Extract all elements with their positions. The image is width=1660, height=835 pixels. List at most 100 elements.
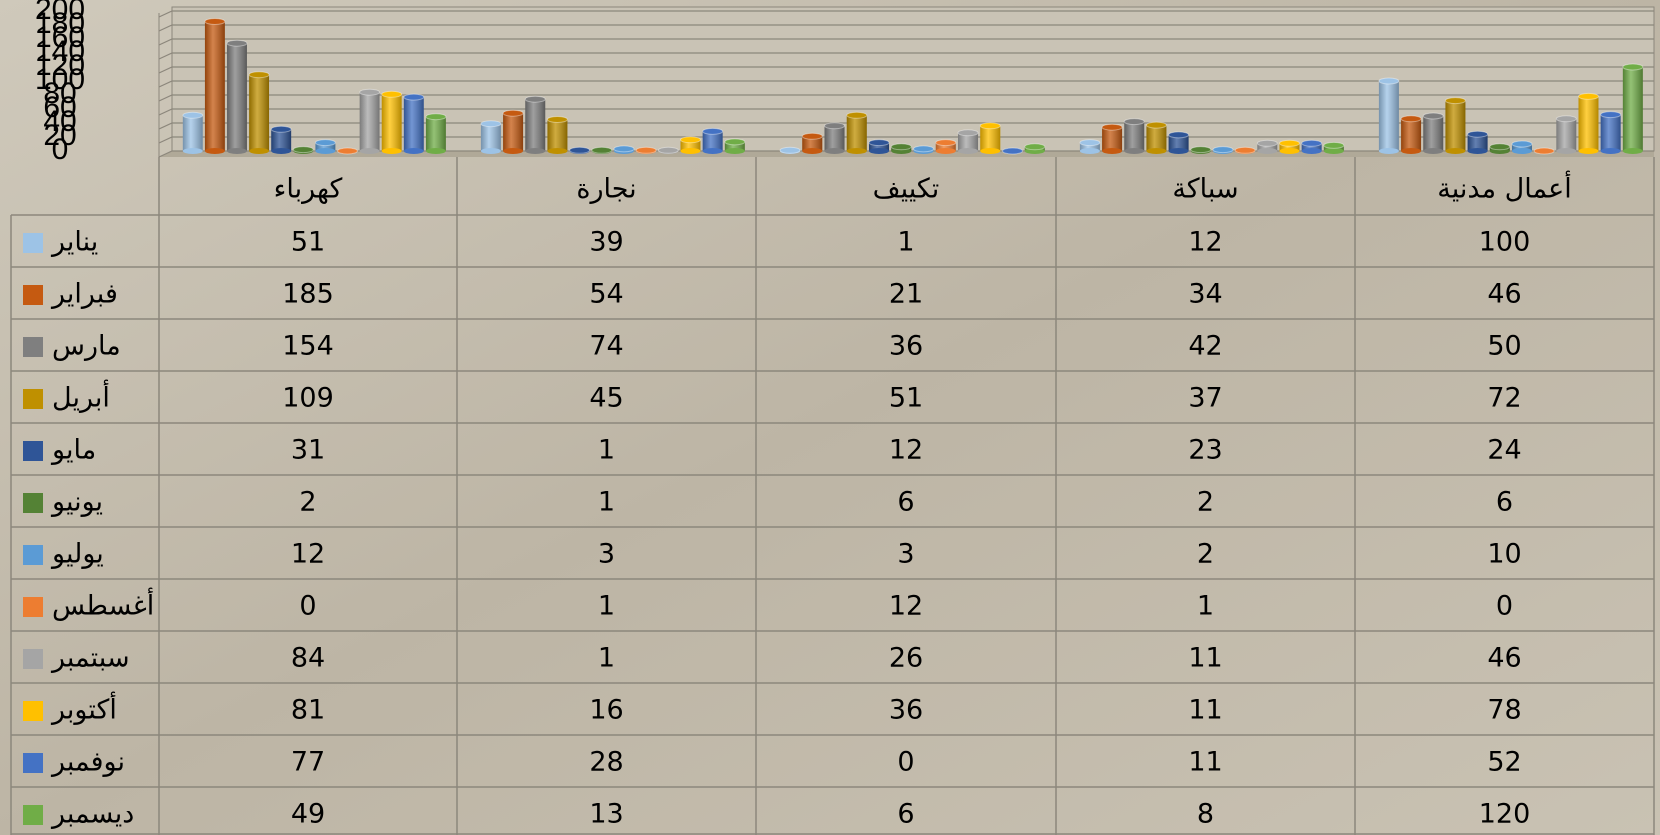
value-cell: 3 — [598, 539, 615, 570]
bar-cap — [979, 122, 1001, 130]
bar-shade — [182, 115, 203, 151]
bar-shade — [680, 139, 701, 151]
bar-cap — [1578, 92, 1599, 100]
value-cell: 1 — [598, 643, 615, 674]
y-tick-label: 120 — [35, 49, 85, 82]
value-cell: 109 — [282, 383, 334, 414]
value-cell: 46 — [1487, 279, 1521, 310]
bar-shade — [1445, 100, 1466, 151]
bar-cap — [846, 111, 868, 119]
bar-shade — [480, 123, 501, 151]
bar-base — [1079, 148, 1100, 154]
value-cell: 77 — [291, 747, 325, 778]
legend-label: فبراير — [50, 279, 118, 310]
bar-cap — [204, 18, 226, 25]
bar-cap — [359, 88, 381, 96]
bar-cap — [1323, 141, 1345, 149]
bar-cap — [635, 146, 657, 154]
bar-base — [315, 148, 336, 154]
bar-cap — [1101, 123, 1123, 131]
legend-swatch — [23, 493, 43, 513]
bar-base — [1622, 148, 1643, 154]
value-cell: 31 — [291, 435, 325, 466]
value-cell: 23 — [1188, 435, 1222, 466]
bar-cap — [314, 139, 336, 147]
bar-base — [1146, 148, 1167, 154]
bar-shade — [1168, 134, 1189, 151]
bar-base — [381, 148, 402, 154]
bar-cap — [1123, 118, 1145, 126]
bar-base — [227, 148, 247, 154]
bar-cap — [381, 90, 403, 98]
value-cell: 6 — [897, 487, 914, 518]
value-cell: 26 — [889, 643, 923, 674]
bar-cap — [801, 132, 823, 140]
bar-base — [1323, 148, 1344, 154]
bar-base — [503, 148, 524, 154]
grid-line — [158, 10, 1654, 18]
bar-base — [869, 148, 890, 154]
bar-base — [846, 148, 867, 154]
bar-shade — [503, 113, 524, 151]
bar-shade — [1467, 134, 1488, 151]
bar-base — [1279, 148, 1300, 154]
bar-base — [1024, 148, 1045, 154]
bar-base — [1168, 148, 1189, 154]
value-cell: 185 — [282, 279, 334, 310]
bar-base — [680, 148, 701, 154]
value-cell: 12 — [1188, 227, 1222, 258]
bar-cap — [1234, 146, 1256, 154]
bar-shade — [869, 142, 890, 151]
bar-shade — [1556, 118, 1577, 151]
value-cell: 45 — [589, 383, 623, 414]
legend-swatch — [23, 701, 43, 721]
bar-shade — [824, 125, 845, 151]
bar-base — [1556, 148, 1577, 154]
bar-shade — [1124, 121, 1145, 151]
value-cell: 74 — [589, 331, 623, 362]
bar-cap — [1422, 112, 1444, 120]
value-cell: 12 — [291, 539, 325, 570]
bar-shade — [1279, 143, 1300, 151]
value-cell: 1 — [598, 487, 615, 518]
bar-shade — [802, 136, 823, 151]
bar-cap — [1145, 121, 1167, 129]
bar-base — [182, 148, 203, 154]
bar-shade — [724, 141, 745, 151]
bar-shade — [359, 92, 380, 151]
legend-swatch — [23, 753, 43, 773]
legend-swatch — [23, 597, 43, 617]
value-cell: 13 — [589, 799, 623, 830]
legend-label: أبريل — [52, 379, 110, 414]
legend-label: مارس — [52, 331, 121, 362]
bar-base — [1257, 148, 1278, 154]
value-cell: 2 — [1197, 487, 1214, 518]
category-label: كهرباء — [274, 174, 343, 205]
bar-shade — [935, 142, 956, 151]
y-tick-label: 80 — [43, 77, 76, 110]
bar-cap — [546, 116, 568, 123]
bar-cap — [226, 39, 248, 47]
y-tick-label: 60 — [43, 91, 76, 124]
bar-cap — [591, 146, 613, 154]
bar-base — [980, 148, 1001, 154]
legend-label: يوليو — [50, 539, 104, 570]
bar-cap — [1555, 115, 1577, 123]
bar-cap — [1622, 63, 1644, 71]
bar-base — [824, 148, 845, 154]
bar-base — [425, 148, 446, 154]
bar-base — [204, 148, 225, 154]
bar-shade — [702, 131, 723, 151]
value-cell: 2 — [1197, 539, 1214, 570]
value-cell: 84 — [291, 643, 325, 674]
value-cell: 42 — [1188, 331, 1222, 362]
bar-cap — [613, 145, 635, 153]
value-cell: 6 — [897, 799, 914, 830]
bar-cap — [868, 139, 890, 147]
bar-base — [480, 148, 501, 154]
legend-swatch — [23, 805, 43, 825]
legend-label: أكتوبر — [50, 691, 117, 726]
bar-cap — [890, 143, 912, 151]
bar-cap — [913, 145, 935, 153]
bar-cap — [1511, 140, 1533, 148]
